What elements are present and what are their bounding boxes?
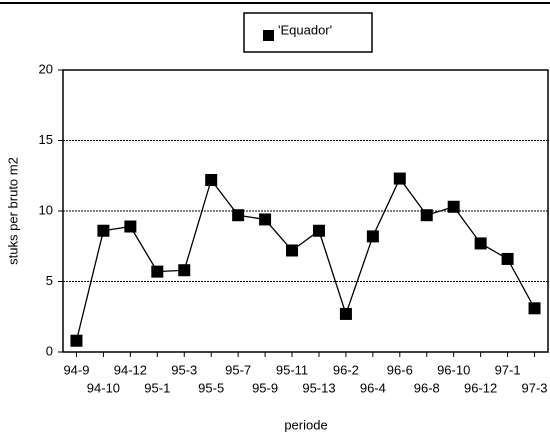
marker — [312, 224, 325, 237]
marker — [501, 252, 514, 265]
marker — [474, 237, 487, 250]
marker — [420, 209, 433, 222]
x-tick-label: 97-1 — [495, 362, 521, 377]
marker — [259, 213, 272, 226]
x-tick-label: 96-8 — [414, 380, 440, 395]
marker — [393, 172, 406, 185]
x-tick-label: 95-7 — [225, 362, 251, 377]
x-tick-label: 96-10 — [437, 362, 470, 377]
x-tick-label: 95-1 — [144, 380, 170, 395]
marker — [232, 209, 245, 222]
x-tick-label: 95-5 — [198, 380, 224, 395]
marker — [366, 230, 379, 243]
x-tick-label: 94-9 — [63, 362, 89, 377]
x-tick-label: 96-6 — [387, 362, 413, 377]
series-line — [75, 177, 536, 341]
legend-swatch — [263, 30, 274, 41]
y-tick-label: 15 — [39, 132, 53, 147]
x-tick-label: 95-11 — [276, 362, 308, 377]
y-tick-label: 10 — [39, 202, 53, 217]
y-tick-label: 20 — [39, 61, 53, 76]
marker — [205, 173, 218, 186]
marker — [151, 265, 164, 278]
x-tick-label: 94-12 — [114, 362, 147, 377]
marker — [97, 224, 110, 237]
x-tick-label: 96-12 — [464, 380, 497, 395]
x-tick-label: 97-3 — [522, 380, 548, 395]
y-tick-label: 0 — [46, 343, 53, 358]
marker — [124, 220, 137, 233]
marker — [70, 334, 83, 347]
y-axis-label: stuks per bruto m2 — [5, 157, 20, 265]
plot-frame — [62, 69, 549, 353]
legend-label: 'Equador' — [278, 22, 332, 37]
x-tick-label: 95-3 — [171, 362, 197, 377]
marker — [178, 264, 191, 277]
marker — [339, 307, 352, 320]
x-tick-label: 95-13 — [302, 380, 335, 395]
marker — [528, 302, 541, 315]
x-tick-label: 94-10 — [87, 380, 120, 395]
y-tick-label: 5 — [46, 273, 53, 288]
x-tick-label: 95-9 — [252, 380, 278, 395]
x-tick-label: 96-2 — [333, 362, 359, 377]
x-tick-label: 96-4 — [360, 380, 386, 395]
marker — [447, 200, 460, 213]
legend-box — [243, 12, 373, 53]
marker — [286, 244, 299, 257]
x-axis-label: periode — [284, 417, 327, 432]
